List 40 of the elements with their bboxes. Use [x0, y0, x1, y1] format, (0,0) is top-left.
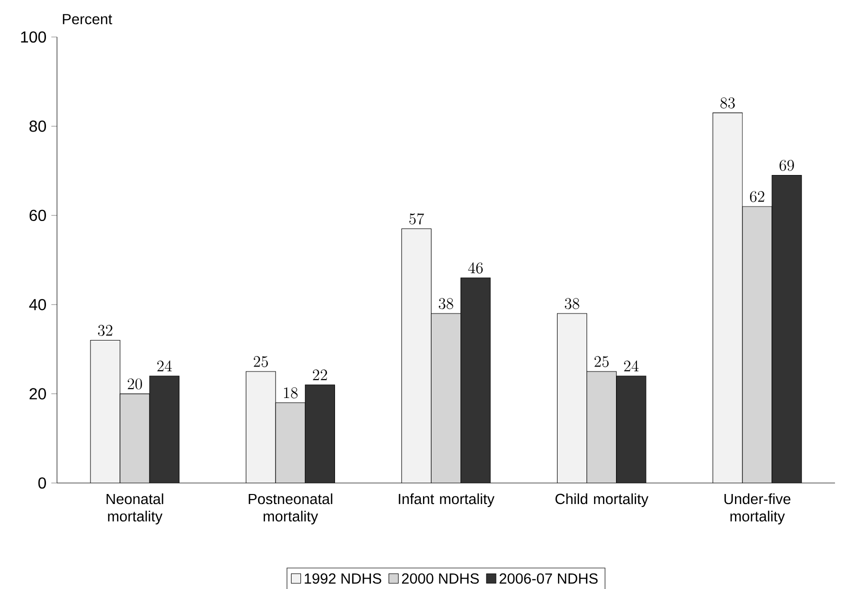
legend-label: 1992 NDHS: [304, 573, 382, 584]
data-label: 46: [468, 262, 483, 274]
bar: [150, 376, 180, 483]
bar: [431, 314, 461, 483]
y-tick-label: 80: [29, 120, 46, 132]
bar: [305, 384, 335, 483]
data-label: 57: [409, 213, 424, 224]
x-tick-label: Child mortality: [555, 493, 648, 508]
data-label: 22: [312, 370, 328, 380]
data-label: 69: [780, 160, 794, 171]
y-axis-title: Percent: [62, 14, 112, 24]
bar: [276, 402, 306, 483]
x-tick-label: Under-five mortality: [724, 493, 790, 524]
y-tick-label: 60: [30, 210, 46, 222]
x-tick-label: Postneonatal mortality: [248, 493, 332, 524]
bar: [586, 371, 616, 483]
bar: [772, 174, 802, 483]
bar: [742, 206, 772, 483]
bar: [616, 376, 646, 483]
data-label: 24: [157, 360, 172, 372]
data-label: 32: [98, 324, 112, 336]
data-label: 18: [284, 387, 298, 398]
data-label: 62: [750, 191, 764, 202]
bar: [120, 394, 150, 483]
x-tick-label: Neonatal mortality: [106, 493, 164, 524]
y-tick-label: 40: [29, 298, 46, 310]
y-tick-label: 0: [38, 477, 46, 489]
legend-label: 2006-07 NDHS: [500, 573, 598, 584]
data-label: 25: [254, 356, 268, 368]
y-tick-label: 20: [30, 388, 46, 400]
data-label: 38: [564, 298, 580, 310]
data-label: 25: [594, 356, 609, 368]
legend-label: 2000 NDHS: [402, 573, 479, 584]
x-tick-label: Infant mortality: [398, 493, 494, 508]
bar: [460, 278, 490, 483]
data-label: 24: [624, 360, 639, 372]
data-label: 83: [720, 97, 735, 108]
data-label: 20: [128, 378, 142, 390]
y-tick-label: 100: [21, 31, 46, 43]
data-label: 38: [438, 298, 454, 310]
